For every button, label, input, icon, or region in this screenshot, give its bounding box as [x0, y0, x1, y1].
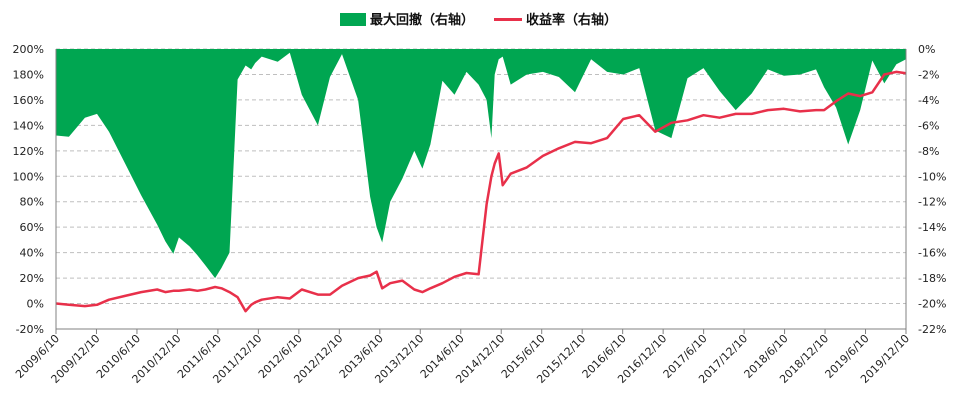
- y-left-tick-label: 200%: [13, 43, 44, 56]
- y-left-tick-label: 100%: [13, 170, 44, 183]
- y-left-tick-label: 80%: [20, 196, 44, 209]
- y-left-tick-label: 0%: [27, 298, 44, 311]
- y-left-tick-label: 180%: [13, 68, 44, 81]
- y-right-tick-label: -16%: [918, 247, 946, 260]
- y-left-tick-label: 140%: [13, 119, 44, 132]
- y-left-tick-label: 60%: [20, 221, 44, 234]
- y-left-tick-label: 40%: [20, 247, 44, 260]
- y-right-tick-label: -18%: [918, 272, 946, 285]
- y-left-tick-label: -20%: [16, 323, 44, 336]
- y-right-tick-label: -20%: [918, 298, 946, 311]
- legend-label-return: 收益率（右轴）: [526, 12, 617, 28]
- y-right-tick-label: -8%: [918, 145, 939, 158]
- y-right-tick-label: -12%: [918, 196, 946, 209]
- y-right-tick-label: -22%: [918, 323, 946, 336]
- y-right-tick-label: -4%: [918, 94, 939, 107]
- y-right-tick-label: -6%: [918, 119, 939, 132]
- y-left-tick-label: 120%: [13, 145, 44, 158]
- y-right-tick-label: 0%: [918, 43, 935, 56]
- y-left-tick-label: 160%: [13, 94, 44, 107]
- y-right-tick-label: -10%: [918, 170, 946, 183]
- legend-label-drawdown: 最大回撤（右轴）: [370, 12, 474, 28]
- y-right-tick-label: -2%: [918, 68, 939, 81]
- legend-swatch-drawdown: [340, 13, 366, 26]
- return-line: [55, 70, 907, 313]
- y-left-tick-label: 20%: [20, 272, 44, 285]
- y-right-tick-label: -14%: [918, 221, 946, 234]
- drawdown-area: [56, 49, 906, 279]
